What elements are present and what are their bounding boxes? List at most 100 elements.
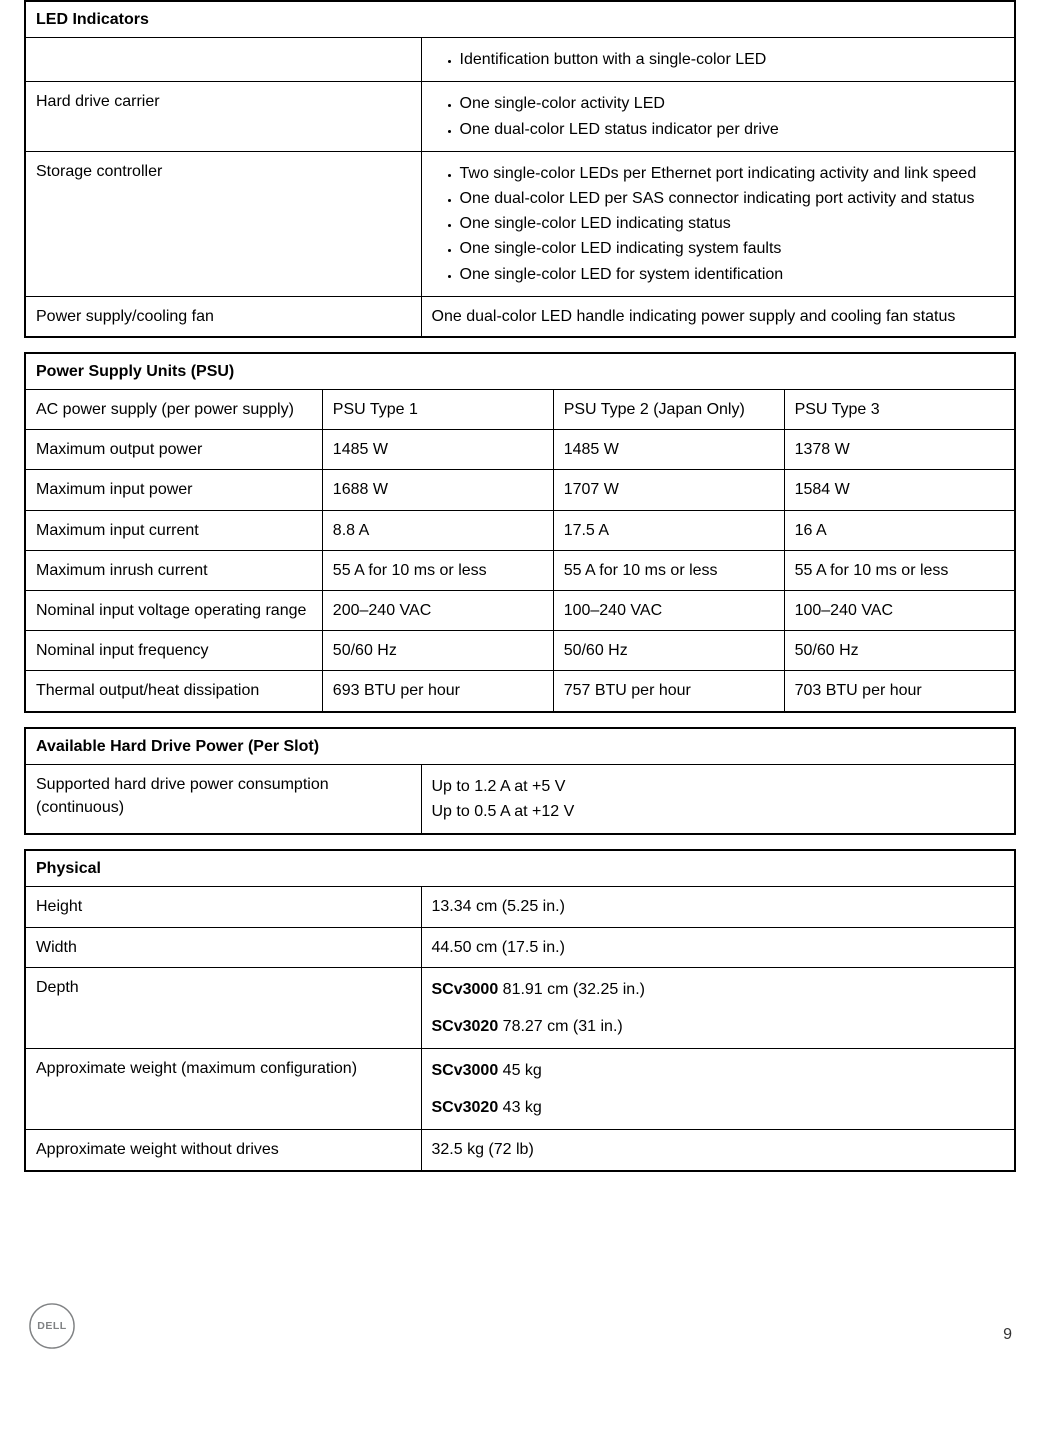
led-row-value: Two single-color LEDs per Ethernet port … — [421, 151, 1015, 296]
bullet-item: Two single-color LEDs per Ethernet port … — [460, 162, 1005, 185]
psu-cell: 1688 W — [322, 470, 553, 510]
page-number: 9 — [1003, 1326, 1012, 1344]
psu-subheader-row: AC power supply (per power supply) PSU T… — [25, 390, 1015, 430]
led-row-psu-fan: Power supply/cooling fan One dual-color … — [25, 296, 1015, 337]
spacer — [432, 1003, 1005, 1013]
psu-cell: Nominal input voltage operating range — [25, 591, 322, 631]
led-row-label — [25, 38, 421, 82]
bullet-item: One single-color LED for system identifi… — [460, 263, 1005, 286]
led-row-label: Storage controller — [25, 151, 421, 296]
psu-cell: 17.5 A — [553, 510, 784, 550]
physical-label: Depth — [25, 967, 421, 1048]
psu-col-header: PSU Type 3 — [784, 390, 1015, 430]
physical-title: Physical — [25, 850, 1015, 887]
physical-header-row: Physical — [25, 850, 1015, 887]
psu-cell: 50/60 Hz — [784, 631, 1015, 671]
psu-cell: 1485 W — [553, 430, 784, 470]
led-row-hdd-carrier: Hard drive carrier One single-color acti… — [25, 82, 1015, 151]
psu-table: Power Supply Units (PSU) AC power supply… — [24, 352, 1016, 713]
bullet-item: One single-color activity LED — [460, 92, 1005, 115]
led-row-value: One dual-color LED handle indicating pow… — [421, 296, 1015, 337]
psu-col-header: PSU Type 2 (Japan Only) — [553, 390, 784, 430]
psu-cell: Maximum output power — [25, 430, 322, 470]
led-row-label: Hard drive carrier — [25, 82, 421, 151]
bullet-item: Identification button with a single-colo… — [460, 48, 1005, 71]
drive-power-line: Up to 1.2 A at +5 V — [432, 775, 1005, 798]
bullet-item: One single-color LED indicating system f… — [460, 237, 1005, 260]
psu-cell: 55 A for 10 ms or less — [553, 550, 784, 590]
psu-cell: Maximum input current — [25, 510, 322, 550]
psu-cell: 8.8 A — [322, 510, 553, 550]
psu-cell: 50/60 Hz — [553, 631, 784, 671]
physical-value: SCv3000 45 kg SCv3020 43 kg — [421, 1049, 1015, 1130]
led-indicators-title: LED Indicators — [25, 1, 1015, 38]
psu-cell: 1584 W — [784, 470, 1015, 510]
psu-cell: Thermal output/heat dissipation — [25, 671, 322, 712]
psu-title: Power Supply Units (PSU) — [25, 353, 1015, 390]
drive-power-row: Supported hard drive power consumption (… — [25, 764, 1015, 834]
led-indicators-table: LED Indicators Identification button wit… — [24, 0, 1016, 338]
psu-cell: 100–240 VAC — [553, 591, 784, 631]
drive-power-table: Available Hard Drive Power (Per Slot) Su… — [24, 727, 1016, 836]
psu-cell: 100–240 VAC — [784, 591, 1015, 631]
psu-cell: 757 BTU per hour — [553, 671, 784, 712]
psu-row: Nominal input frequency 50/60 Hz 50/60 H… — [25, 631, 1015, 671]
psu-cell: 50/60 Hz — [322, 631, 553, 671]
led-row-storage-controller: Storage controller Two single-color LEDs… — [25, 151, 1015, 296]
led-row-value: One single-color activity LED One dual-c… — [421, 82, 1015, 151]
bullet-list: One single-color activity LED One dual-c… — [432, 92, 1005, 140]
psu-cell: 55 A for 10 ms or less — [784, 550, 1015, 590]
psu-cell: 693 BTU per hour — [322, 671, 553, 712]
bullet-list: Two single-color LEDs per Ethernet port … — [432, 162, 1005, 286]
drive-power-title: Available Hard Drive Power (Per Slot) — [25, 728, 1015, 765]
dell-logo-icon: DELL — [28, 1302, 76, 1350]
spacer — [432, 1084, 1005, 1094]
dell-logo-text: DELL — [37, 1320, 67, 1332]
drive-power-line: Up to 0.5 A at +12 V — [432, 800, 1005, 823]
led-row-label: Power supply/cooling fan — [25, 296, 421, 337]
physical-line: SCv3000 81.91 cm (32.25 in.) — [432, 978, 1005, 1001]
physical-value: 44.50 cm (17.5 in.) — [421, 927, 1015, 967]
drive-power-label: Supported hard drive power consumption (… — [25, 764, 421, 834]
physical-line: SCv3020 78.27 cm (31 in.) — [432, 1015, 1005, 1038]
physical-row-depth: Depth SCv3000 81.91 cm (32.25 in.) SCv30… — [25, 967, 1015, 1048]
model-spec: 78.27 cm (31 in.) — [498, 1018, 623, 1035]
model-spec: 81.91 cm (32.25 in.) — [498, 981, 645, 998]
led-row-value: Identification button with a single-colo… — [421, 38, 1015, 82]
model-spec: 43 kg — [498, 1099, 542, 1116]
model-spec: 45 kg — [498, 1062, 542, 1079]
physical-row-width: Width 44.50 cm (17.5 in.) — [25, 927, 1015, 967]
psu-cell: Maximum input power — [25, 470, 322, 510]
psu-cell: 55 A for 10 ms or less — [322, 550, 553, 590]
psu-cell: 1707 W — [553, 470, 784, 510]
physical-value: 13.34 cm (5.25 in.) — [421, 887, 1015, 927]
physical-label: Approximate weight without drives — [25, 1130, 421, 1171]
model-name: SCv3000 — [432, 1062, 499, 1079]
psu-cell: Nominal input frequency — [25, 631, 322, 671]
psu-row: Maximum input power 1688 W 1707 W 1584 W — [25, 470, 1015, 510]
psu-header-row: Power Supply Units (PSU) — [25, 353, 1015, 390]
led-indicators-header-row: LED Indicators — [25, 1, 1015, 38]
psu-row: Maximum output power 1485 W 1485 W 1378 … — [25, 430, 1015, 470]
physical-row-height: Height 13.34 cm (5.25 in.) — [25, 887, 1015, 927]
physical-label: Approximate weight (maximum configuratio… — [25, 1049, 421, 1130]
psu-row: Maximum inrush current 55 A for 10 ms or… — [25, 550, 1015, 590]
drive-power-header-row: Available Hard Drive Power (Per Slot) — [25, 728, 1015, 765]
model-name: SCv3000 — [432, 981, 499, 998]
model-name: SCv3020 — [432, 1099, 499, 1116]
physical-label: Height — [25, 887, 421, 927]
psu-cell: 200–240 VAC — [322, 591, 553, 631]
psu-row: Nominal input voltage operating range 20… — [25, 591, 1015, 631]
physical-label: Width — [25, 927, 421, 967]
physical-row-weight-no-drives: Approximate weight without drives 32.5 k… — [25, 1130, 1015, 1171]
led-row-id-button: Identification button with a single-colo… — [25, 38, 1015, 82]
bullet-item: One single-color LED indicating status — [460, 212, 1005, 235]
physical-line: SCv3020 43 kg — [432, 1096, 1005, 1119]
psu-cell: 1485 W — [322, 430, 553, 470]
physical-row-weight-max: Approximate weight (maximum configuratio… — [25, 1049, 1015, 1130]
bullet-item: One dual-color LED status indicator per … — [460, 118, 1005, 141]
physical-table: Physical Height 13.34 cm (5.25 in.) Widt… — [24, 849, 1016, 1172]
page-content: LED Indicators Identification button wit… — [0, 0, 1040, 1210]
psu-cell: 703 BTU per hour — [784, 671, 1015, 712]
psu-cell: 16 A — [784, 510, 1015, 550]
